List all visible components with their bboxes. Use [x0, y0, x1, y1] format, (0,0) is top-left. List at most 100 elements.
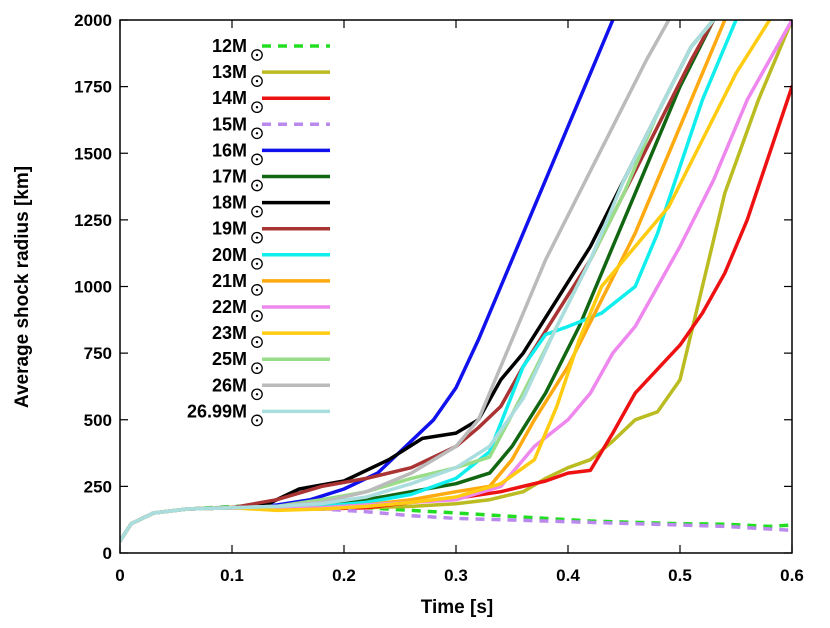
legend-unit: M: [232, 349, 247, 369]
legend-label: 26: [212, 375, 232, 395]
legend-entry: 15 M: [212, 114, 330, 140]
legend-entry: 16 M: [212, 140, 330, 166]
legend-label: 13: [212, 62, 232, 82]
series-line-19: [120, 20, 716, 543]
series-line-18: [120, 20, 716, 543]
x-tick-label: 0.4: [556, 566, 580, 585]
legend-entry: 26.99 M: [187, 401, 330, 427]
sun-symbol-dot: [255, 393, 259, 396]
legend-entry: 25 M: [212, 349, 330, 375]
sun-symbol-icon: [251, 127, 263, 140]
legend-label: 25: [212, 349, 232, 369]
sun-symbol-icon: [251, 49, 263, 61]
legend-entry: 17 M: [212, 167, 330, 192]
legend: 12 M13 M14 M15 M16 M17 M18 M19 M20 M21 M…: [187, 36, 330, 427]
legend-label: 19: [212, 219, 232, 239]
series-layer: [120, 20, 792, 543]
sun-symbol-icon: [251, 362, 263, 375]
legend-unit: M: [232, 245, 247, 265]
legend-entry: 21 M: [212, 271, 330, 296]
legend-unit: M: [232, 62, 247, 82]
sun-symbol-icon: [251, 310, 263, 322]
y-tick-label: 250: [84, 477, 112, 496]
legend-unit: M: [232, 375, 247, 395]
sun-symbol-dot: [255, 367, 259, 370]
sun-symbol-icon: [251, 75, 263, 87]
sun-symbol-icon: [251, 284, 263, 296]
y-tick-label: 1250: [74, 211, 112, 230]
y-tick-label: 2000: [74, 11, 112, 30]
sun-symbol-dot: [255, 79, 259, 83]
legend-label: 22: [212, 297, 232, 317]
legend-entry: 13 M: [212, 62, 330, 87]
legend-label: 16: [212, 140, 232, 160]
legend-entry: 22 M: [212, 297, 330, 322]
series-line-26-99: [120, 20, 716, 543]
sun-symbol-icon: [251, 414, 263, 427]
sun-symbol-dot: [255, 314, 259, 318]
sun-symbol-dot: [255, 288, 259, 292]
legend-label: 15: [212, 114, 232, 134]
legend-unit: M: [232, 167, 247, 187]
legend-label: 17: [212, 167, 232, 187]
sun-symbol-dot: [255, 262, 259, 265]
sun-symbol-icon: [251, 153, 263, 166]
sun-symbol-dot: [255, 340, 259, 344]
y-tick-label: 1000: [74, 278, 112, 297]
legend-label: 18: [212, 193, 232, 213]
legend-label: 20: [212, 245, 232, 265]
sun-symbol-icon: [251, 101, 263, 114]
sun-symbol-dot: [255, 158, 259, 161]
sun-symbol-icon: [251, 231, 263, 244]
legend-unit: M: [232, 140, 247, 160]
x-tick-label: 0: [115, 566, 124, 585]
y-tick-label: 0: [103, 544, 112, 563]
x-tick-label: 0.1: [220, 566, 244, 585]
y-tick-label: 1750: [74, 78, 112, 97]
sun-symbol-dot: [255, 53, 259, 57]
legend-unit: M: [232, 323, 247, 343]
sun-symbol-dot: [255, 106, 259, 109]
x-tick-label: 0.3: [444, 566, 468, 585]
series-line-25: [120, 20, 716, 543]
legend-label: 12: [212, 36, 232, 56]
legend-unit: M: [232, 193, 247, 213]
x-tick-label: 0.2: [332, 566, 356, 585]
legend-unit: M: [232, 297, 247, 317]
legend-entry: 12 M: [212, 36, 330, 61]
x-tick-label: 0.5: [668, 566, 692, 585]
legend-entry: 18 M: [212, 193, 330, 218]
axes-layer: 0 0.1 0.2 0.3 0.4 0.5 0.6 0 250 500 750 1000 1250 150…: [74, 11, 804, 585]
legend-label: 14: [212, 88, 232, 108]
legend-label: 23: [212, 323, 232, 343]
legend-entry: 14 M: [212, 88, 330, 114]
sun-symbol-dot: [255, 132, 259, 135]
y-tick-label: 750: [84, 344, 112, 363]
legend-entry: 19 M: [212, 219, 330, 244]
legend-unit: M: [232, 401, 247, 421]
legend-unit: M: [232, 36, 247, 56]
legend-label: 26.99: [187, 401, 232, 421]
y-axis-label: Average shock radius [km]: [12, 166, 33, 408]
legend-entry: 26 M: [212, 375, 330, 401]
sun-symbol-icon: [251, 336, 263, 348]
y-tick-label: 500: [84, 411, 112, 430]
x-tick-label: 0.6: [780, 566, 804, 585]
series-line-16: [120, 20, 615, 543]
series-line-17: [120, 20, 716, 543]
legend-entry: 20 M: [212, 245, 330, 270]
legend-label: 21: [212, 271, 232, 291]
sun-symbol-icon: [251, 388, 263, 401]
sun-symbol-icon: [251, 205, 263, 218]
sun-symbol-icon: [251, 257, 263, 270]
legend-unit: M: [232, 88, 247, 108]
series-line-15: [120, 504, 792, 542]
x-axis-label: Time [s]: [421, 597, 494, 618]
legend-entry: 23 M: [212, 323, 330, 348]
legend-unit: M: [232, 219, 247, 239]
series-line-12: [120, 503, 792, 542]
sun-symbol-dot: [255, 419, 259, 422]
legend-unit: M: [232, 271, 247, 291]
sun-symbol-icon: [251, 179, 263, 192]
